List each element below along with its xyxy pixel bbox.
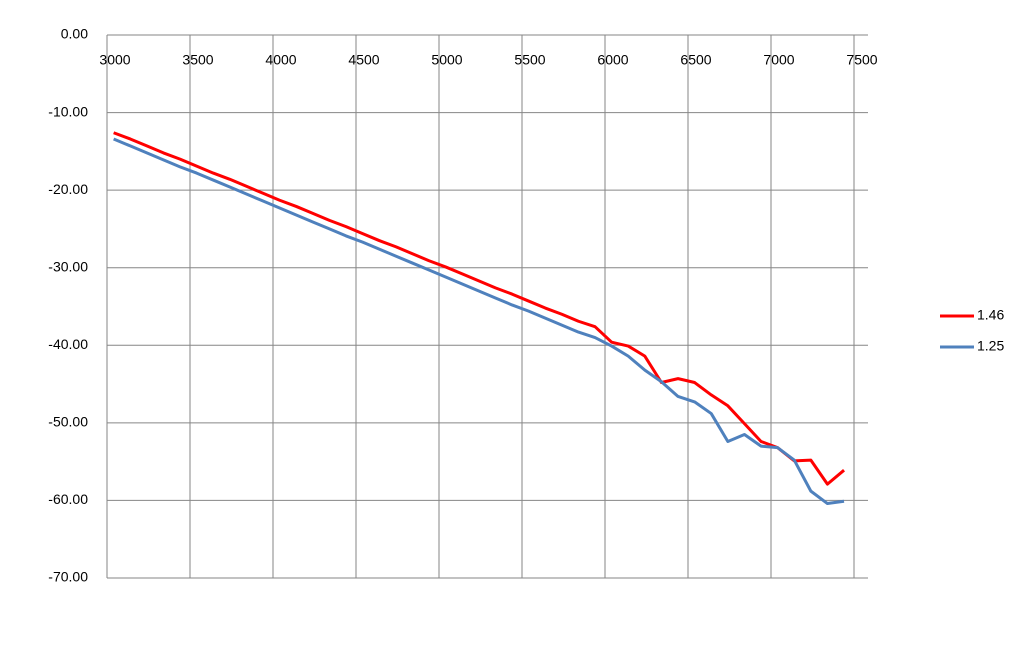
x-tick-label: 3500 (182, 52, 213, 68)
x-tick-label: 6000 (597, 52, 628, 68)
x-tick-label: 4000 (265, 52, 296, 68)
y-tick-label: -50.00 (48, 414, 88, 430)
y-tick-label: -40.00 (48, 336, 88, 352)
x-tick-label: 5000 (431, 52, 462, 68)
x-tick-label: 3000 (99, 52, 130, 68)
y-tick-label: -20.00 (48, 181, 88, 197)
y-tick-label: -60.00 (48, 491, 88, 507)
legend-label: 1.25 (977, 338, 1004, 354)
legend-label: 1.46 (977, 307, 1004, 323)
x-tick-label: 5500 (514, 52, 545, 68)
y-tick-label: -10.00 (48, 103, 88, 119)
x-tick-label: 4500 (348, 52, 379, 68)
x-tick-label: 7500 (846, 52, 877, 68)
x-tick-label: 7000 (763, 52, 794, 68)
line-series (113, 137, 845, 506)
x-tick-label: 6500 (680, 52, 711, 68)
y-tick-label: 0.00 (61, 26, 88, 42)
y-tick-label: -30.00 (48, 258, 88, 274)
line-series (113, 131, 846, 486)
y-tick-label: -70.00 (48, 569, 88, 585)
